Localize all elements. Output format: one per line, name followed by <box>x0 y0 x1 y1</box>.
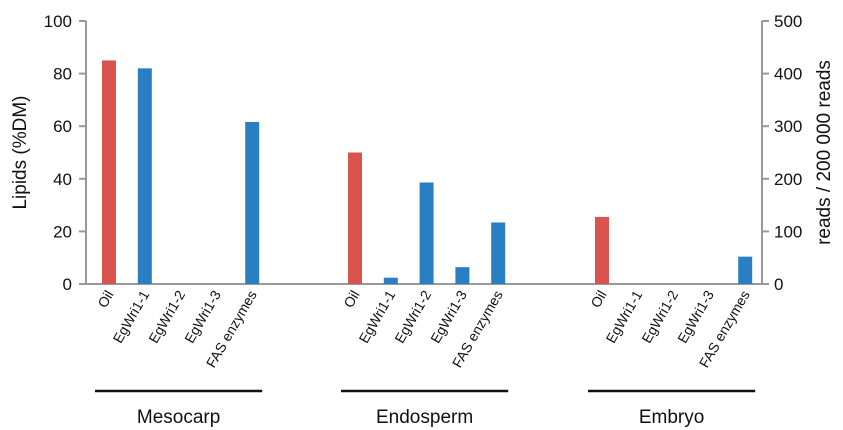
y-axis-left-title: Lipids (%DM) <box>10 95 31 209</box>
bar-reads <box>245 121 260 284</box>
group-label: Embryo <box>639 407 704 428</box>
y-left-tick-label: 80 <box>53 65 72 84</box>
y-left-tick-label: 100 <box>44 12 72 31</box>
group-label: Endosperm <box>376 407 473 428</box>
bar-oil <box>348 152 362 284</box>
y-right-tick-label: 100 <box>774 222 802 241</box>
bar-reads <box>491 222 506 284</box>
bar-reads <box>455 267 470 284</box>
category-label: Oil <box>94 288 116 311</box>
y-right-tick-label: 300 <box>774 117 802 136</box>
group-label: Mesocarp <box>137 407 220 428</box>
y-right-tick-label: 0 <box>774 275 783 294</box>
y-left-tick-label: 40 <box>53 170 72 189</box>
y-right-tick-label: 500 <box>774 12 802 31</box>
bar-reads <box>419 182 434 284</box>
bar-reads <box>137 68 152 284</box>
bar-oil <box>102 60 116 285</box>
axes: 0 20 40 60 80 100 0 100 200 300 400 500 <box>44 12 803 294</box>
y-left-tick-label: 60 <box>53 117 72 136</box>
y-right-tick-label: 400 <box>774 65 802 84</box>
bar-oil <box>595 216 609 284</box>
y-right-tick-label: 200 <box>774 170 802 189</box>
y-left-tick-label: 20 <box>53 222 72 241</box>
group-labels: Mesocarp Endosperm Embryo <box>95 389 756 428</box>
category-label: Oil <box>340 288 362 311</box>
bar-reads <box>383 277 398 284</box>
category-label: Oil <box>587 288 609 311</box>
y-left-tick-label: 0 <box>63 275 72 294</box>
bar-reads <box>738 256 753 284</box>
y-axis-right-title: reads / 200 000 reads <box>814 60 835 245</box>
bars <box>102 60 753 285</box>
